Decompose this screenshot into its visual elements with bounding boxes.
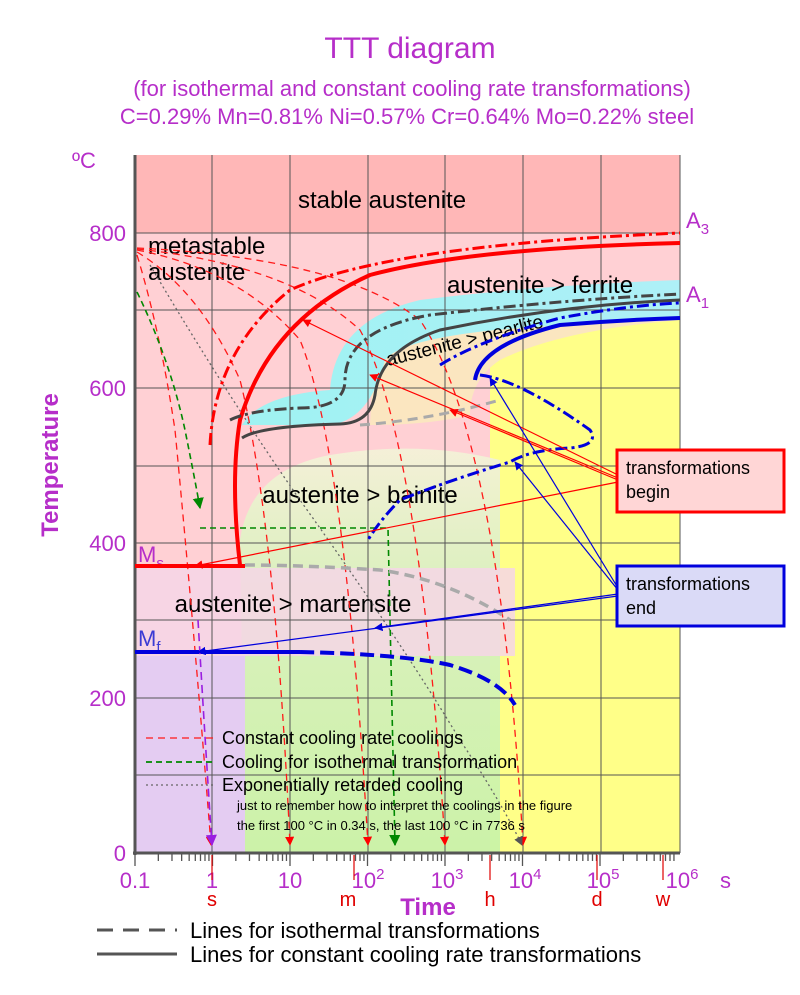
begin-callout-line-2: begin [626, 482, 670, 502]
begin-callout-box [615, 448, 786, 514]
marker-h: h [484, 889, 495, 911]
label-metastable-1: metastable [148, 233, 265, 260]
x-tick-0.1: 0.1 [120, 868, 151, 893]
bottom-legend-dashed: Lines for isothermal transformations [190, 918, 540, 943]
y-axis-label: Temperature [37, 393, 64, 537]
label-ferrite: austenite > ferrite [447, 272, 633, 299]
legend-exponential: Exponentially retarded cooling [222, 775, 463, 795]
y-tick-800: 800 [89, 221, 126, 246]
label-Ms: Ms [138, 542, 164, 572]
bainite-start-isothermal [359, 398, 501, 427]
label-metastable-2: austenite [148, 259, 245, 286]
end-callout-box [615, 564, 786, 628]
x-axis-label: Time [400, 894, 456, 921]
label-Mf: Mf [138, 626, 161, 656]
marker-d: d [591, 889, 602, 911]
x-tick-100000: 105 [587, 866, 620, 893]
begin-callout-line-1: transformations [626, 458, 750, 478]
y-tick-400: 400 [89, 531, 126, 556]
end-callout-line-2: end [626, 598, 656, 618]
cooling-markers: s m h d w [207, 855, 671, 911]
legend-isothermal: Cooling for isothermal transformation [222, 752, 517, 772]
x-minor-ticks [134, 853, 675, 866]
diagram-subtitle-composition: C=0.29% Mn=0.81% Ni=0.57% Cr=0.64% Mo=0.… [120, 104, 694, 129]
x-tick-1000: 103 [431, 866, 464, 893]
label-martensite: austenite > martensite [175, 591, 412, 618]
end-callout-line-1: transformations [626, 574, 750, 594]
isothermal-curve-1 [136, 291, 204, 510]
x-tick-100: 102 [352, 866, 385, 893]
pearlite-end-isothermal [439, 301, 681, 367]
pearlite-end-constant [473, 316, 681, 381]
label-A1: A1 [686, 282, 709, 312]
isothermal-cooling-curves [136, 291, 401, 847]
label-A3: A3 [686, 208, 709, 238]
x-tick-1: 1 [206, 868, 218, 893]
y-tick-600: 600 [89, 376, 126, 401]
inner-legend: Constant cooling rate coolings Cooling f… [146, 728, 572, 833]
exponential-cooling-curve [149, 264, 523, 846]
Mf-dashed [299, 650, 517, 707]
constant-cooling-curves [136, 247, 528, 846]
label-stable-austenite: stable austenite [298, 187, 466, 214]
x-tick-10000: 104 [509, 866, 542, 893]
legend-constant: Constant cooling rate coolings [222, 728, 463, 748]
cooling-curve-h [136, 247, 528, 846]
begin-callout-lines [194, 319, 619, 569]
diagram-subtitle-conditions: (for isothermal and constant cooling rat… [133, 76, 691, 101]
diagram-title: TTT diagram [324, 32, 495, 65]
marker-m: m [340, 889, 357, 911]
x-tick-10: 10 [278, 868, 302, 893]
lower-purple-area [135, 656, 245, 853]
axes [133, 155, 680, 855]
cooling-curve-m [136, 249, 373, 846]
end-callout-lines [197, 377, 619, 656]
martensite-area [135, 568, 515, 656]
legend-note-2: the first 100 °C in 0.34 s, the last 100… [237, 818, 525, 833]
pearlite-end-loop [366, 373, 594, 541]
marker-s: s [207, 889, 217, 911]
bottom-legend-solid: Lines for constant cooling rate transfor… [190, 942, 641, 967]
cooling-curve-s [136, 254, 215, 846]
y-tick-200: 200 [89, 686, 126, 711]
cooling-curve-2 [136, 251, 295, 846]
martensite-isothermal [244, 563, 511, 622]
bottom-legend: Lines for isothermal transformations Lin… [97, 918, 641, 967]
legend-note-1: just to remember how to interpret the co… [236, 798, 572, 813]
A1-line [229, 292, 681, 422]
pearlite-begin-line [241, 298, 681, 440]
x-axis-unit: s [720, 868, 731, 893]
x-tick-1000000: 106 [666, 866, 699, 893]
marker-w: w [655, 889, 671, 911]
isothermal-curve-2 [200, 527, 401, 847]
y-tick-0: 0 [114, 841, 126, 866]
label-bainite: austenite > bainite [262, 482, 457, 509]
cooling-curve-4 [136, 248, 450, 846]
ferrite-begin-line [233, 241, 681, 566]
y-axis-unit: ºC [72, 148, 96, 173]
stable-austenite-area [135, 155, 680, 233]
